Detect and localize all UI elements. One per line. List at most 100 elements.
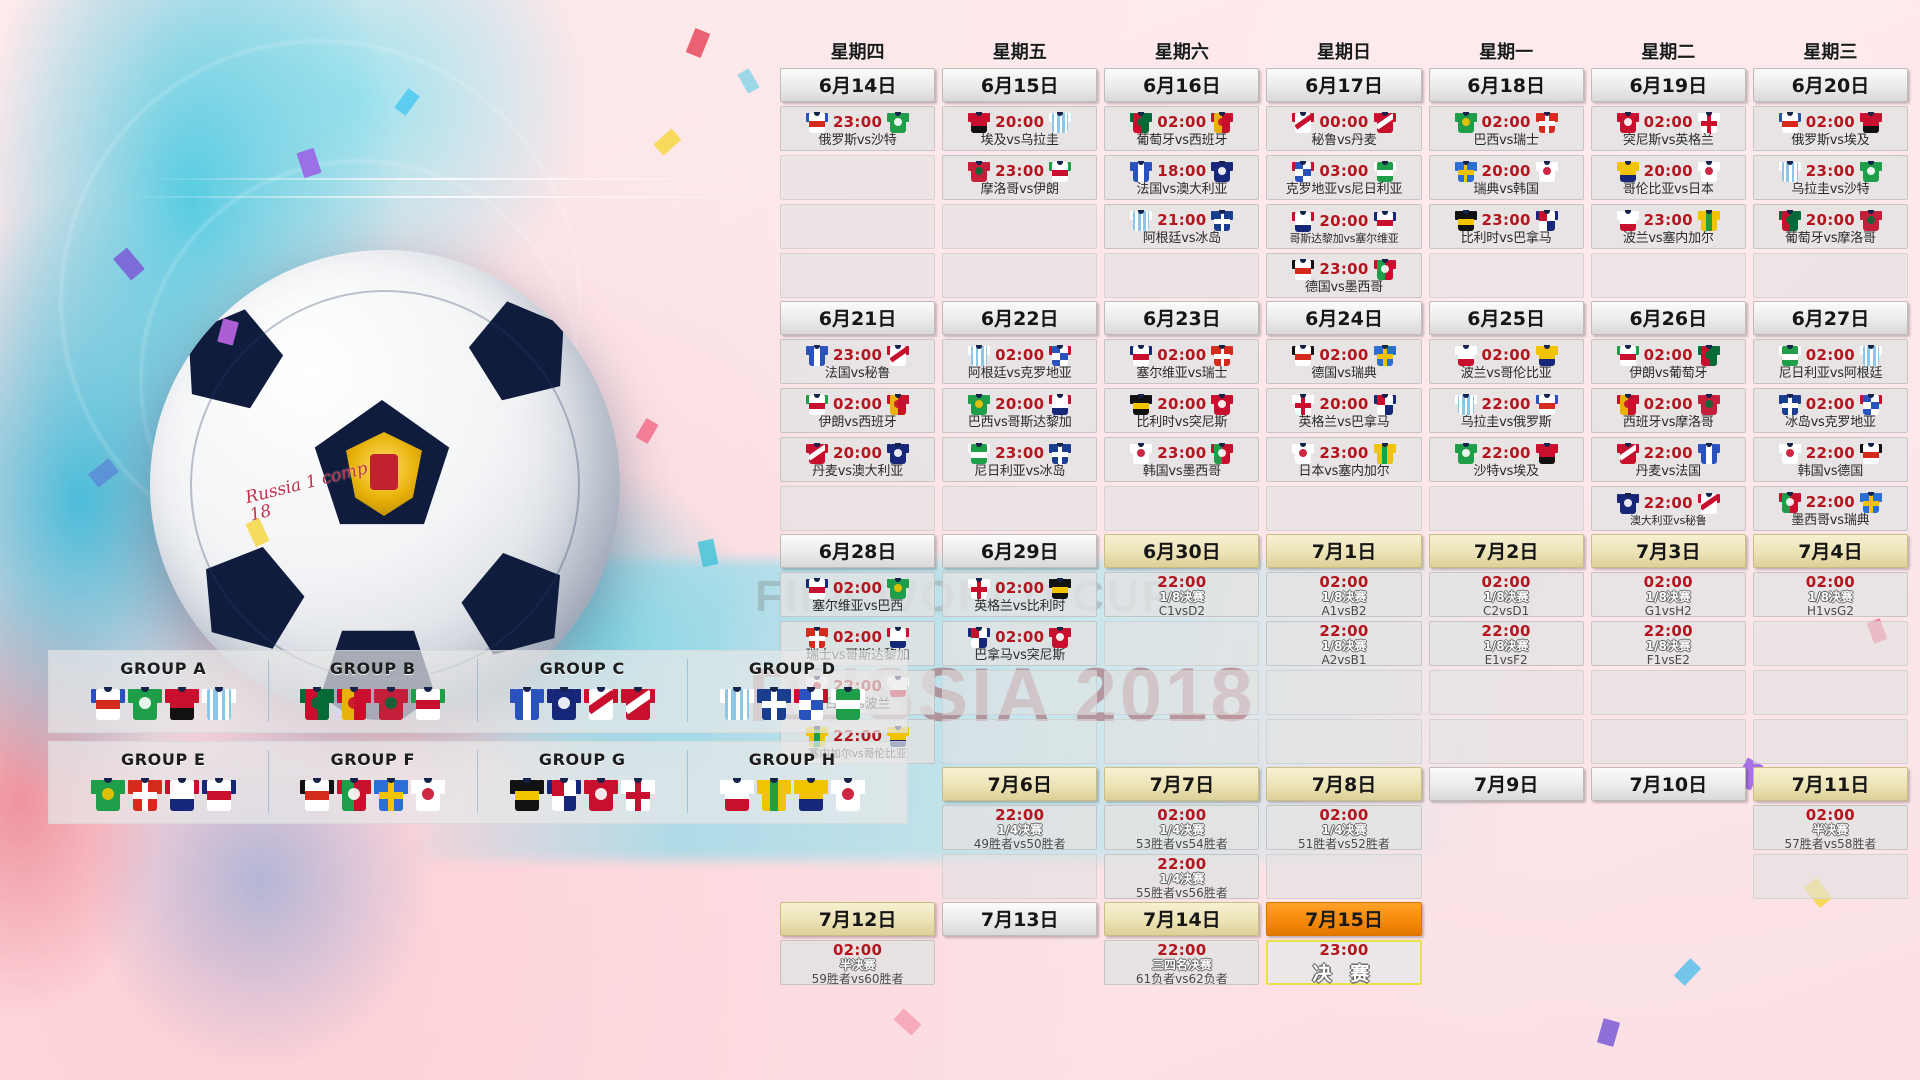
group-group-c[interactable]: GROUP C <box>478 659 688 722</box>
match-cell[interactable]: 02:00 突尼斯vs英格兰 <box>1590 106 1746 151</box>
match-cell[interactable]: 20:00 葡萄牙vs摩洛哥 <box>1752 204 1908 249</box>
match-cell[interactable]: 02:00 波兰vs哥伦比亚 <box>1428 339 1584 384</box>
match-cell[interactable]: 23:00 尼日利亚vs冰岛 <box>942 437 1098 482</box>
match-cell-knockout[interactable]: 02:00 1/8决赛 C2vsD1 <box>1428 572 1584 617</box>
match-cell[interactable]: 02:00 尼日利亚vs阿根廷 <box>1752 339 1908 384</box>
match-cell[interactable]: 02:00 伊朗vs葡萄牙 <box>1590 339 1746 384</box>
match-cell[interactable]: 22:00 乌拉圭vs俄罗斯 <box>1428 388 1584 433</box>
match-cell-knockout[interactable]: 02:00 半决赛 59胜者vs60胜者 <box>780 940 936 985</box>
match-cell[interactable]: 23:00 摩洛哥vs伊朗 <box>942 155 1098 200</box>
date-cell-7月14日[interactable]: 7月14日 <box>1104 902 1260 936</box>
match-cell[interactable]: 02:00 德国vs瑞典 <box>1266 339 1422 384</box>
match-cell[interactable]: 23:00 德国vs墨西哥 <box>1266 253 1422 298</box>
date-cell-6月28日[interactable]: 6月28日 <box>780 534 936 568</box>
match-cell[interactable]: 23:00 波兰vs塞内加尔 <box>1590 204 1746 249</box>
date-cell-7月7日[interactable]: 7月7日 <box>1104 767 1260 801</box>
date-cell-7月12日[interactable]: 7月12日 <box>780 902 936 936</box>
match-cell[interactable]: 20:00 英格兰vs巴拿马 <box>1266 388 1422 433</box>
match-cell[interactable]: 02:00 塞尔维亚vs巴西 <box>780 572 936 617</box>
group-group-d[interactable]: GROUP D <box>688 659 898 722</box>
group-group-a[interactable]: GROUP A <box>59 659 269 722</box>
match-cell[interactable]: 23:00 俄罗斯vs沙特 <box>780 106 936 151</box>
match-cell[interactable]: 20:00 埃及vs乌拉圭 <box>942 106 1098 151</box>
date-cell-6月30日[interactable]: 6月30日 <box>1104 534 1260 568</box>
match-cell[interactable]: 21:00 阿根廷vs冰岛 <box>1104 204 1260 249</box>
match-cell[interactable]: 22:00 墨西哥vs瑞典 <box>1752 486 1908 531</box>
match-cell[interactable]: 02:00 塞尔维亚vs瑞士 <box>1104 339 1260 384</box>
date-cell-6月21日[interactable]: 6月21日 <box>780 301 936 335</box>
date-cell-7月15日[interactable]: 7月15日 <box>1266 902 1422 936</box>
match-cell[interactable]: 23:00 比利时vs巴拿马 <box>1428 204 1584 249</box>
date-cell-6月15日[interactable]: 6月15日 <box>942 68 1098 102</box>
match-cell[interactable]: 20:00 哥伦比亚vs日本 <box>1590 155 1746 200</box>
match-cell[interactable]: 18:00 法国vs澳大利亚 <box>1104 155 1260 200</box>
date-cell-7月2日[interactable]: 7月2日 <box>1428 534 1584 568</box>
match-cell[interactable]: 20:00 巴西vs哥斯达黎加 <box>942 388 1098 433</box>
match-cell[interactable]: 02:00 冰岛vs克罗地亚 <box>1752 388 1908 433</box>
match-cell-knockout[interactable]: 02:00 1/4决赛 53胜者vs54胜者 <box>1104 805 1260 850</box>
match-cell-knockout[interactable]: 02:00 半决赛 57胜者vs58胜者 <box>1752 805 1908 850</box>
match-cell[interactable]: 02:00 西班牙vs摩洛哥 <box>1590 388 1746 433</box>
match-cell[interactable]: 22:00 丹麦vs法国 <box>1590 437 1746 482</box>
match-cell[interactable]: 02:00 俄罗斯vs埃及 <box>1752 106 1908 151</box>
match-cell[interactable]: 03:00 克罗地亚vs尼日利亚 <box>1266 155 1422 200</box>
match-cell[interactable]: 02:00 巴西vs瑞士 <box>1428 106 1584 151</box>
date-cell-6月25日[interactable]: 6月25日 <box>1428 301 1584 335</box>
date-cell-6月24日[interactable]: 6月24日 <box>1266 301 1422 335</box>
date-cell-6月27日[interactable]: 6月27日 <box>1752 301 1908 335</box>
match-cell[interactable]: 20:00 丹麦vs澳大利亚 <box>780 437 936 482</box>
match-cell-knockout[interactable]: 02:00 1/8决赛 H1vsG2 <box>1752 572 1908 617</box>
date-cell-7月3日[interactable]: 7月3日 <box>1590 534 1746 568</box>
match-cell[interactable]: 00:00 秘鲁vs丹麦 <box>1266 106 1422 151</box>
match-cell[interactable]: 22:00 韩国vs德国 <box>1752 437 1908 482</box>
match-cell-knockout[interactable]: 22:00 1/8决赛 A2vsB1 <box>1266 621 1422 666</box>
match-cell[interactable]: 22:00 沙特vs埃及 <box>1428 437 1584 482</box>
match-cell[interactable]: 23:00 乌拉圭vs沙特 <box>1752 155 1908 200</box>
match-cell-knockout[interactable]: 02:00 1/8决赛 G1vsH2 <box>1590 572 1746 617</box>
match-cell-knockout[interactable]: 02:00 1/8决赛 A1vsB2 <box>1266 572 1422 617</box>
match-cell[interactable]: 23:00 韩国vs墨西哥 <box>1104 437 1260 482</box>
match-cell-knockout[interactable]: 22:00 1/4决赛 55胜者vs56胜者 <box>1104 854 1260 899</box>
match-cell-knockout[interactable]: 22:00 三四名决赛 61负者vs62负者 <box>1104 940 1260 985</box>
match-cell-knockout[interactable]: 22:00 1/4决赛 49胜者vs50胜者 <box>942 805 1098 850</box>
match-cell[interactable]: 23:00 法国vs秘鲁 <box>780 339 936 384</box>
match-cell[interactable]: 20:00 瑞典vs韩国 <box>1428 155 1584 200</box>
group-group-e[interactable]: GROUP E <box>59 750 269 813</box>
match-cell-knockout[interactable]: 22:00 1/8决赛 F1vsE2 <box>1590 621 1746 666</box>
date-cell-6月23日[interactable]: 6月23日 <box>1104 301 1260 335</box>
match-cell[interactable]: 02:00 巴拿马vs突尼斯 <box>942 621 1098 666</box>
date-cell-7月10日[interactable]: 7月10日 <box>1590 767 1746 801</box>
date-cell-7月8日[interactable]: 7月8日 <box>1266 767 1422 801</box>
date-cell-6月20日[interactable]: 6月20日 <box>1752 68 1908 102</box>
match-cell-knockout[interactable]: 22:00 1/8决赛 E1vsF2 <box>1428 621 1584 666</box>
match-cell-knockout[interactable]: 22:00 1/8决赛 C1vsD2 <box>1104 572 1260 617</box>
date-cell-7月11日[interactable]: 7月11日 <box>1752 767 1908 801</box>
match-cell[interactable]: 20:00 比利时vs突尼斯 <box>1104 388 1260 433</box>
group-group-h[interactable]: GROUP H <box>688 750 898 813</box>
match-cell[interactable]: 02:00 英格兰vs比利时 <box>942 572 1098 617</box>
date-cell-7月4日[interactable]: 7月4日 <box>1752 534 1908 568</box>
date-cell-6月19日[interactable]: 6月19日 <box>1590 68 1746 102</box>
date-cell-7月6日[interactable]: 7月6日 <box>942 767 1098 801</box>
date-cell-6月16日[interactable]: 6月16日 <box>1104 68 1260 102</box>
date-cell-6月14日[interactable]: 6月14日 <box>780 68 936 102</box>
match-cell-final[interactable]: 23:00 决 赛 <box>1266 940 1422 985</box>
match-cell[interactable]: 22:00 澳大利亚vs秘鲁 <box>1590 486 1746 531</box>
date-cell-6月22日[interactable]: 6月22日 <box>942 301 1098 335</box>
match-cell[interactable]: 02:00 伊朗vs西班牙 <box>780 388 936 433</box>
date-cell-7月9日[interactable]: 7月9日 <box>1428 767 1584 801</box>
group-group-f[interactable]: GROUP F <box>269 750 478 813</box>
date-cell-6月18日[interactable]: 6月18日 <box>1428 68 1584 102</box>
group-group-b[interactable]: GROUP B <box>269 659 478 722</box>
date-cell-7月13日[interactable]: 7月13日 <box>942 902 1098 936</box>
date-cell-6月29日[interactable]: 6月29日 <box>942 534 1098 568</box>
match-cell[interactable]: 02:00 阿根廷vs克罗地亚 <box>942 339 1098 384</box>
group-group-g[interactable]: GROUP G <box>478 750 688 813</box>
match-cell-knockout[interactable]: 02:00 1/4决赛 51胜者vs52胜者 <box>1266 805 1422 850</box>
date-cell-6月26日[interactable]: 6月26日 <box>1590 301 1746 335</box>
match-cell[interactable]: 02:00 葡萄牙vs西班牙 <box>1104 106 1260 151</box>
match-cell[interactable]: 20:00 哥斯达黎加vs塞尔维亚 <box>1266 204 1422 249</box>
match-cell[interactable]: 23:00 日本vs塞内加尔 <box>1266 437 1422 482</box>
date-cell-6月17日[interactable]: 6月17日 <box>1266 68 1422 102</box>
date-cell-7月1日[interactable]: 7月1日 <box>1266 534 1422 568</box>
